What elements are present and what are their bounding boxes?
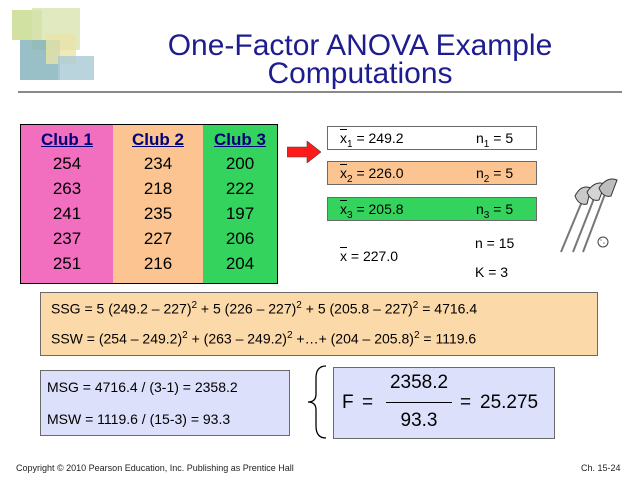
mean-symbol: x [340,130,347,146]
f-equals-2: = [460,392,472,413]
club2-value: 218 [143,179,173,198]
ssw-equation: SSW = (254 – 249.2)2 + (263 – 249.2)2 +…… [51,330,477,347]
club2-value: 235 [143,204,173,223]
mean-symbol: x [340,201,347,217]
ssg-equation: SSG = 5 (249.2 – 227)2 + 5 (226 – 227)2 … [51,300,478,317]
club3-value: 200 [225,154,255,173]
club2-column: Club 2 234 218 235 227 216 [113,125,203,283]
n-total: n = 15 [475,235,515,251]
mean-row-3: x3 = 205.8 n3 = 5 [327,197,537,221]
club1-value: 263 [52,179,82,198]
fraction-bar [386,402,452,403]
grand-mean: x = 227.0 [340,248,398,264]
f-denominator: 93.3 [400,410,438,431]
club3-value: 206 [225,229,255,248]
club1-value: 251 [52,254,82,273]
mean-squares-box: MSG = 4716.4 / (3-1) = 2358.2 MSW = 1119… [40,370,290,436]
club2-header: Club 2 [132,130,184,149]
club1-column: Club 1 254 263 241 237 251 [21,125,113,283]
red-arrow-icon [287,141,321,163]
f-equals-1: = [362,392,374,413]
slide-title-line2: Computations [267,57,453,90]
f-label: F [342,392,354,413]
f-numerator: 2358.2 [389,372,449,393]
mean-row-2: x2 = 226.0 n2 = 5 [327,161,537,185]
curly-brace-icon [307,365,327,439]
club3-column: Club 3 200 222 197 206 204 [203,125,277,283]
mean-row-1: x1 = 249.2 n1 = 5 [327,126,537,150]
page-number: Ch. 15-24 [581,463,621,473]
group-count: K = 3 [475,264,509,280]
copyright-text: Copyright © 2010 Pearson Education, Inc.… [16,463,294,473]
club2-value: 234 [143,154,173,173]
golf-clubs-icon [560,178,618,253]
f-statistic-box: F = 2358.2 93.3 = 25.275 [333,367,555,439]
msg-equation: MSG = 4716.4 / (3-1) = 2358.2 [47,379,238,395]
club-data-table: Club 1 254 263 241 237 251 Club 2 234 21… [20,124,278,284]
f-result: 25.275 [480,392,539,413]
club1-value: 237 [52,229,82,248]
club3-value: 204 [225,254,255,273]
mean-symbol: x [340,165,347,181]
club1-value: 254 [52,154,82,173]
club3-value: 197 [225,204,255,223]
club2-value: 216 [143,254,173,273]
sum-of-squares-box: SSG = 5 (249.2 – 227)2 + 5 (226 – 227)2 … [40,292,598,356]
club1-header: Club 1 [41,130,93,149]
club1-value: 241 [52,204,82,223]
club2-value: 227 [143,229,173,248]
club3-header: Club 3 [214,130,266,149]
msw-equation: MSW = 1119.6 / (15-3) = 93.3 [47,411,231,427]
slide-title-line1: One-Factor ANOVA Example [167,29,553,62]
title-divider [18,91,622,93]
club3-value: 222 [225,179,255,198]
